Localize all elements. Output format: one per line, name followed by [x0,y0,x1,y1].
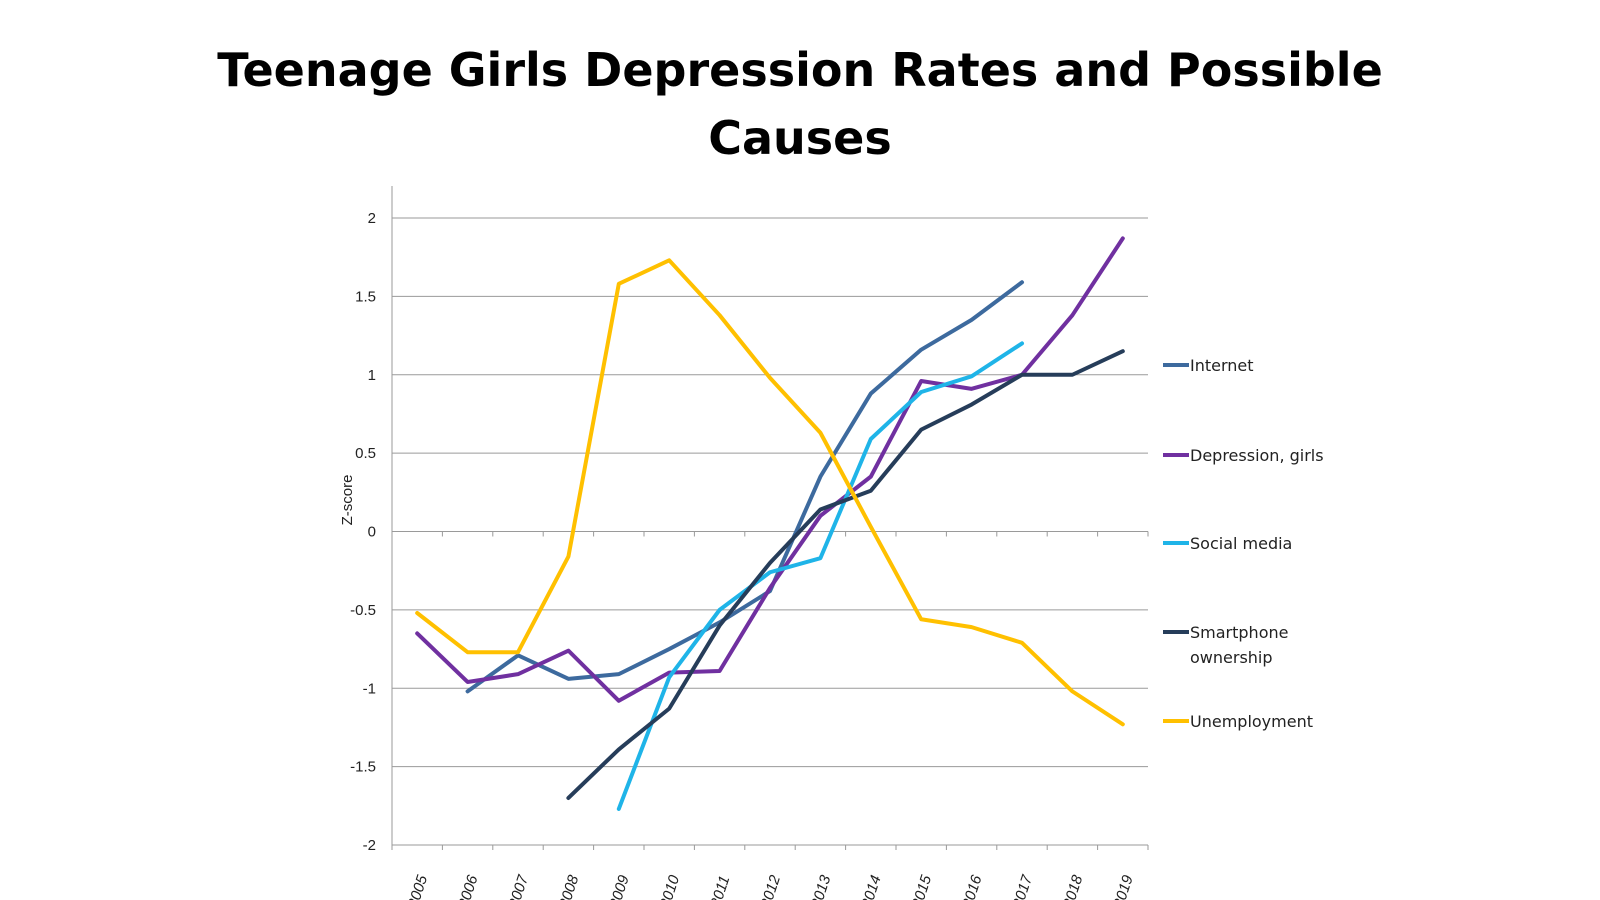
legend-label: Internet [1190,356,1254,375]
x-tick-label: 2015 [908,872,935,900]
y-tick-label: 1.5 [355,288,376,305]
legend-label: Social media [1190,534,1292,553]
y-tick-label: -0.5 [350,602,376,619]
x-tick-label: 2005 [404,872,431,900]
legend-label: Depression, girls [1190,446,1324,465]
x-tick-label: 2007 [505,872,532,900]
legend-label: Smartphone ownership [1190,623,1288,667]
x-tick-label: 2016 [959,872,986,900]
y-tick-label: 2 [368,210,376,227]
x-tick-label: 2008 [556,872,583,900]
y-tick-label: -2 [363,837,376,854]
series-line-unemployment [415,258,1125,727]
x-tick-label: 2010 [656,872,683,900]
y-tick-label: -1 [363,680,376,697]
series-line-smartphone-ownership [566,349,1125,800]
x-tick-labels: 2005 2006 2007 2008 2009 2010 2011 2012 2013 2014… [404,872,1137,900]
y-axis-label: Z-score [339,475,356,526]
axes [391,186,1149,850]
x-tick-label: 2014 [858,873,885,900]
chart-title: Teenage Girls Depression Rates and Possi… [217,43,1383,165]
y-tick-label: 1 [368,367,376,384]
x-tick-label: 2013 [808,872,835,900]
gridlines [392,217,1148,846]
x-tick-label: 2009 [606,872,633,900]
series-lines [415,236,1125,811]
x-tick-label: 2011 [707,874,733,900]
series-line-depression-girls [415,236,1125,703]
x-tick-label: 2017 [1009,872,1036,900]
series-line-social-media [616,341,1024,811]
legend-label: Unemployment [1190,712,1313,731]
x-tick-label: 2012 [757,872,784,900]
series-line-internet [465,280,1024,694]
x-tick-label: 2018 [1060,872,1087,900]
y-tick-label: 0.5 [355,445,376,462]
x-tick-label: 2006 [455,872,482,900]
legend: Internet Depression, girls Social media Sma… [1163,356,1324,731]
y-tick-label: -1.5 [350,759,376,776]
x-tick-label: 2019 [1110,872,1137,900]
y-tick-labels: 2 1.5 1 0.5 0 -0.5 -1 -1.5 -2 [350,210,376,854]
y-tick-label: 0 [368,524,376,541]
